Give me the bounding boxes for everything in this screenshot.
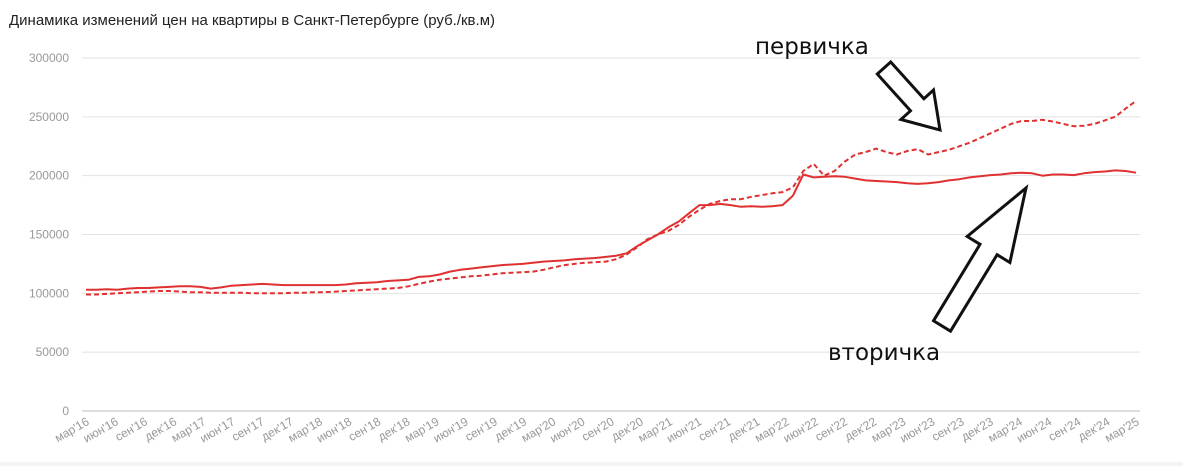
x-tick-label: сен'17	[229, 414, 267, 444]
x-tick-label: сен'19	[463, 414, 501, 444]
x-tick: сен'19	[463, 414, 501, 444]
x-tick-label: сен'16	[113, 414, 151, 444]
annotation-primary: первичка	[755, 34, 869, 60]
y-tick-label: 0	[62, 404, 69, 418]
x-tick: сен'16	[113, 414, 151, 444]
x-tick: сен'17	[229, 414, 267, 444]
y-tick-label: 50000	[36, 345, 70, 359]
series-lines	[86, 100, 1137, 296]
bottom-divider	[0, 462, 1183, 466]
x-tick: мар'25	[1102, 414, 1142, 445]
x-tick: сен'24	[1046, 414, 1084, 444]
x-tick-label: мар'25	[1102, 414, 1142, 445]
x-tick-label: сен'18	[346, 414, 384, 444]
x-tick: сен'18	[346, 414, 384, 444]
series-line-secondary	[86, 169, 1137, 291]
x-tick-label: сен'22	[813, 414, 851, 444]
x-axis-ticks: мар'16июн'16сен'16дек'16мар'17июн'17сен'…	[52, 414, 1142, 445]
annotation-arrows	[875, 59, 1029, 334]
x-tick: сен'22	[813, 414, 851, 444]
x-tick-label: сен'21	[696, 414, 734, 444]
annotation-secondary: вторичка	[828, 340, 941, 366]
y-tick-label: 200000	[29, 169, 69, 183]
y-axis-ticks: 0 50000 100000 150000 200000 250000 300000	[29, 51, 69, 418]
x-tick: сен'20	[579, 414, 617, 444]
x-tick: сен'21	[696, 414, 734, 444]
y-tick-label: 250000	[29, 110, 69, 124]
x-tick-label: сен'20	[579, 414, 617, 444]
x-tick: сен'23	[929, 414, 967, 444]
arrow-to-primary	[875, 59, 942, 133]
y-tick-label: 100000	[29, 286, 69, 300]
y-tick-label: 300000	[29, 51, 69, 65]
y-tick-label: 150000	[29, 228, 69, 242]
series-line-primary	[86, 100, 1137, 296]
chart-title: Динамика изменений цен на квартиры в Сан…	[9, 12, 495, 29]
x-tick-label: сен'23	[929, 414, 967, 444]
arrow-to-secondary	[931, 184, 1029, 334]
x-tick-label: сен'24	[1046, 414, 1084, 444]
